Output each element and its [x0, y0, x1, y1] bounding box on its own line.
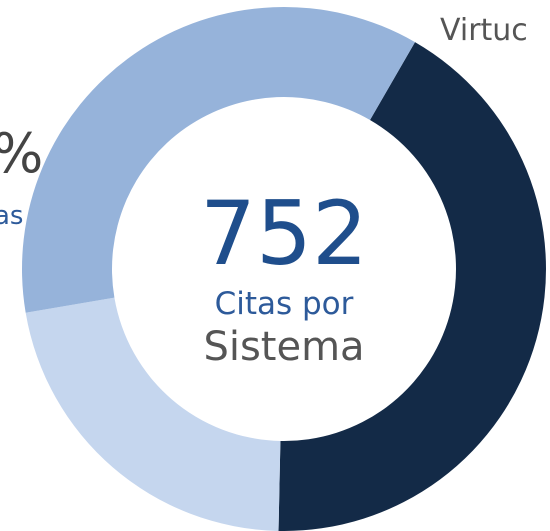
- annotation: Virtuc: [440, 13, 528, 48]
- annotation: %: [0, 122, 43, 185]
- donut-segment: [278, 42, 546, 531]
- center-label: Citas por: [215, 286, 354, 322]
- center-value: 752: [200, 182, 368, 285]
- donut-segment: [22, 6, 416, 313]
- donut-segment: [25, 297, 281, 531]
- annotation: as: [0, 201, 23, 231]
- donut: [22, 6, 546, 531]
- center-label: Sistema: [203, 324, 364, 370]
